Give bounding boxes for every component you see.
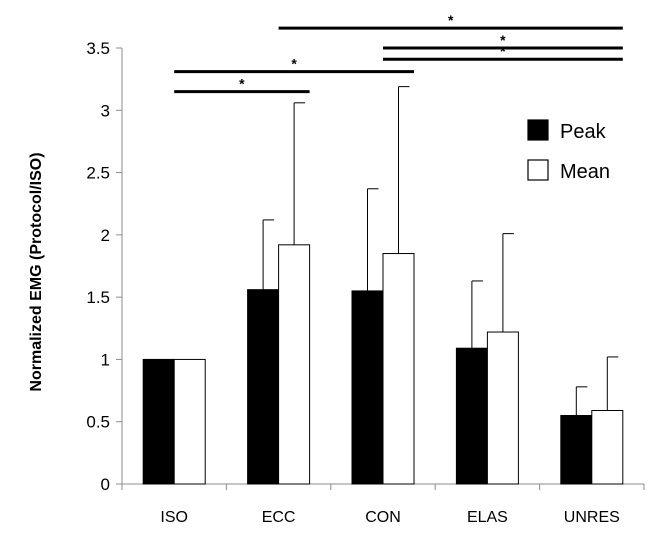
x-category-label: ELAS	[467, 509, 508, 526]
legend-label-peak: Peak	[560, 121, 607, 143]
significance-star: *	[291, 56, 297, 72]
bar-mean-iso	[173, 358, 206, 485]
y-axis-title: Normalized EMG (Protocol/ISO)	[28, 152, 45, 391]
bars	[142, 86, 624, 485]
significance-star: *	[448, 12, 454, 28]
bar-peak-unres	[560, 414, 593, 485]
y-tick-label: 0.5	[86, 413, 110, 432]
bar-peak-iso	[142, 358, 175, 485]
bar-peak-elas	[455, 347, 488, 485]
y-tick-label: 3	[101, 101, 110, 120]
y-tick-label: 1	[101, 350, 110, 369]
significance-star: *	[239, 76, 245, 92]
significance-star: *	[500, 32, 506, 48]
bar-peak-ecc	[247, 289, 280, 485]
bar-mean-ecc	[278, 244, 311, 485]
bar-mean-unres	[591, 410, 624, 485]
x-category-label: CON	[365, 509, 401, 526]
significance-star: *	[500, 43, 506, 59]
x-category-label: ECC	[262, 509, 296, 526]
y-tick-label: 3.5	[86, 39, 110, 58]
y-tick-label: 2	[101, 226, 110, 245]
y-tick-label: 2.5	[86, 164, 110, 183]
axes: 0 0.5 1 1.5 2 2.5 3 3.5 ISO ECC CON ELAS UNRES Normal…	[28, 39, 645, 526]
x-category-label: UNRES	[564, 509, 620, 526]
bar-peak-con	[351, 290, 384, 485]
bar-mean-con	[382, 253, 415, 485]
y-tick-label: 1.5	[86, 288, 110, 307]
legend-swatch-mean	[527, 159, 549, 181]
y-tick-label: 0	[101, 475, 110, 494]
bar-mean-elas	[486, 331, 519, 485]
legend-label-mean: Mean	[560, 161, 610, 183]
legend-swatch-peak	[527, 119, 549, 141]
legend: Peak Mean	[527, 119, 610, 183]
x-category-label: ISO	[160, 509, 188, 526]
significance-brackets: *****	[174, 12, 623, 94]
